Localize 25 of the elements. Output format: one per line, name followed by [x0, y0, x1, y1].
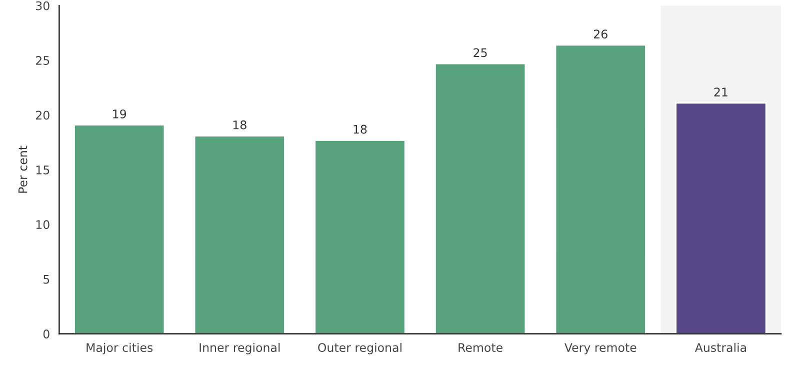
data-label: 26 [594, 30, 608, 39]
y-tick-label: 25 [36, 56, 50, 65]
data-label: 19 [113, 109, 126, 118]
x-tick-label: Remote [458, 343, 502, 352]
y-tick-label: 30 [36, 1, 50, 10]
bar [434, 62, 526, 334]
x-tick-label: Major cities [86, 342, 153, 354]
y-tick-label: 0 [43, 330, 50, 338]
x-tick-label: Inner regional [200, 342, 280, 354]
data-label: 25 [474, 48, 487, 58]
data-label: 18 [354, 124, 367, 134]
bar [74, 124, 166, 334]
x-tick-label: Australia [694, 342, 746, 352]
data-label: 18 [233, 120, 246, 130]
bar [554, 44, 646, 334]
x-tick-label: Outer regional [318, 342, 402, 354]
bar [314, 139, 406, 334]
y-tick-label: 20 [36, 110, 50, 120]
y-tick-label: 5 [44, 275, 50, 284]
bar [194, 135, 286, 334]
y-axis-title: Per cent [18, 146, 28, 193]
y-tick-label: 15 [36, 166, 50, 174]
y-tick-label: 10 [36, 220, 50, 230]
data-label: 21 [714, 88, 728, 96]
x-tick-label: Very remote [564, 343, 636, 354]
